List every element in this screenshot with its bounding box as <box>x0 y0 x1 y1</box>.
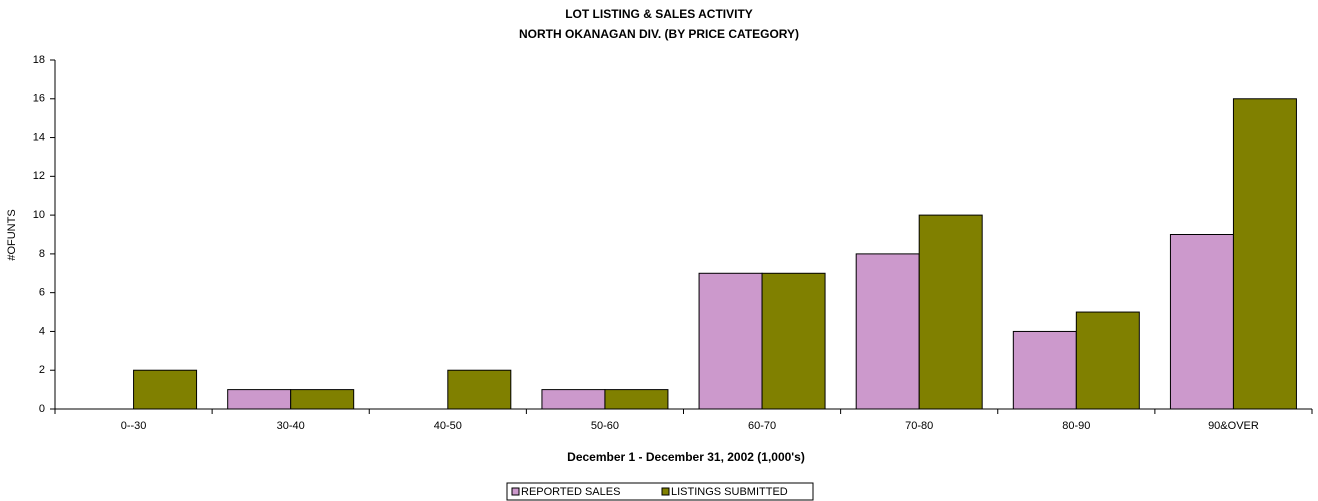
x-tick-label: 30-40 <box>277 420 305 432</box>
bar <box>227 389 292 410</box>
bar <box>1075 311 1140 410</box>
legend-box <box>506 482 814 501</box>
legend-label: REPORTED SALES <box>521 486 620 498</box>
y-tick-label: 18 <box>33 54 45 66</box>
bar <box>855 253 920 410</box>
x-tick-label: 60-70 <box>748 420 776 432</box>
y-tick-label: 16 <box>33 93 45 105</box>
bar <box>1012 330 1077 410</box>
y-tick-label: 14 <box>33 131 45 143</box>
y-tick-label: 2 <box>39 364 45 376</box>
bar <box>447 369 512 410</box>
x-axis-label: December 1 - December 31, 2002 (1,000's) <box>567 450 805 464</box>
legend-swatch <box>661 487 670 496</box>
y-tick-label: 12 <box>33 170 45 182</box>
bar <box>290 389 355 410</box>
bar <box>918 214 983 410</box>
x-tick-label: 90&OVER <box>1208 420 1259 432</box>
bar <box>1169 234 1234 410</box>
bar <box>761 272 826 410</box>
x-tick-label: 50-60 <box>591 420 619 432</box>
y-axis-label: #OFUNTS <box>6 209 18 260</box>
y-tick-label: 10 <box>33 209 45 221</box>
bar <box>604 389 669 410</box>
legend-swatch <box>511 487 520 496</box>
legend-label: LISTINGS SUBMITTED <box>671 486 788 498</box>
y-tick-label: 0 <box>39 403 45 415</box>
x-tick-label: 0--30 <box>121 420 147 432</box>
bar <box>541 389 606 410</box>
y-tick-label: 6 <box>39 287 45 299</box>
x-tick-label: 70-80 <box>905 420 933 432</box>
x-tick-label: 80-90 <box>1062 420 1090 432</box>
x-tick-label: 40-50 <box>434 420 462 432</box>
y-tick-label: 4 <box>39 325 45 337</box>
chart-subtitle: NORTH OKANAGAN DIV. (BY PRICE CATEGORY) <box>519 27 799 41</box>
chart-title: LOT LISTING & SALES ACTIVITY <box>565 7 753 21</box>
bar <box>698 272 763 410</box>
y-tick-label: 8 <box>39 248 45 260</box>
bar <box>133 369 198 410</box>
bar <box>1232 98 1297 410</box>
